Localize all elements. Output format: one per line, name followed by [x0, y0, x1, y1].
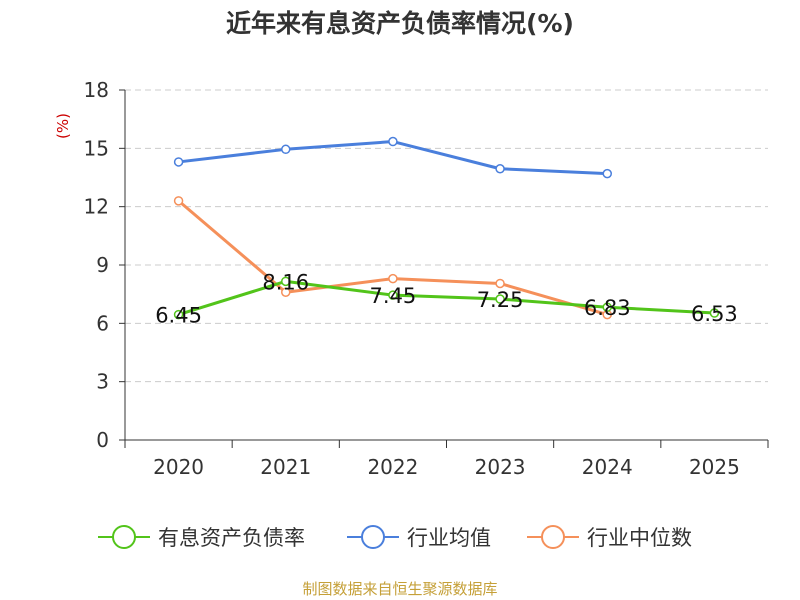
x-tick-label: 2021	[260, 455, 311, 479]
series-line	[178, 140, 608, 176]
source-note: 制图数据来自恒生聚源数据库	[302, 580, 498, 598]
data-label: 7.25	[477, 288, 524, 312]
data-point	[495, 294, 505, 304]
y-tick-label: 12	[84, 195, 109, 219]
data-point	[173, 196, 184, 206]
data-point	[281, 287, 291, 297]
data-label: 7.45	[370, 284, 417, 308]
y-tick-label: 0	[96, 428, 109, 452]
axes: 0 3 6 9 12 15 18 (%) 2020 2021 2022 2023 2024 2025	[54, 78, 769, 479]
legend-label: 行业均值	[407, 526, 491, 550]
legend: 有息资产负债率 行业均值 行业中位数	[98, 525, 692, 550]
series-lines	[173, 136, 720, 320]
data-point	[281, 144, 291, 155]
x-tick-label: 2023	[475, 455, 526, 479]
data-point	[602, 302, 612, 312]
y-axis-label: (%)	[54, 113, 72, 139]
data-point	[388, 136, 398, 147]
y-tick-label: 9	[96, 253, 109, 277]
data-label: 8.16	[262, 270, 309, 294]
legend-marker	[112, 525, 136, 549]
data-labels: 6.45 8.16 7.45 7.25 6.83 6.53	[155, 270, 738, 327]
data-label: 6.45	[155, 304, 202, 328]
data-point	[281, 276, 291, 287]
legend-marker	[361, 525, 385, 549]
y-tick-label: 3	[96, 370, 109, 394]
x-tick-label: 2025	[689, 455, 740, 479]
x-tick-label: 2024	[582, 455, 633, 479]
legend-label: 有息资产负债率	[158, 526, 305, 550]
x-tick-label: 2022	[367, 455, 418, 479]
legend-marker	[541, 525, 565, 549]
series-line	[178, 279, 715, 317]
data-point	[388, 273, 398, 284]
data-point	[495, 278, 505, 289]
y-tick-label: 15	[84, 136, 109, 160]
data-point	[495, 164, 505, 174]
legend-label: 行业中位数	[587, 526, 692, 550]
data-label: 6.83	[584, 296, 631, 320]
x-tick-label: 2020	[153, 455, 204, 479]
chart-title: 近年来有息资产负债率情况(%)	[226, 9, 574, 38]
data-point	[173, 157, 184, 167]
data-label: 6.53	[691, 302, 738, 326]
y-tick-label: 6	[96, 311, 109, 335]
data-point	[602, 168, 612, 179]
y-tick-label: 18	[84, 78, 109, 102]
grid-lines	[125, 89, 768, 383]
data-point	[173, 309, 184, 320]
data-point	[709, 308, 720, 318]
data-point	[388, 290, 398, 300]
